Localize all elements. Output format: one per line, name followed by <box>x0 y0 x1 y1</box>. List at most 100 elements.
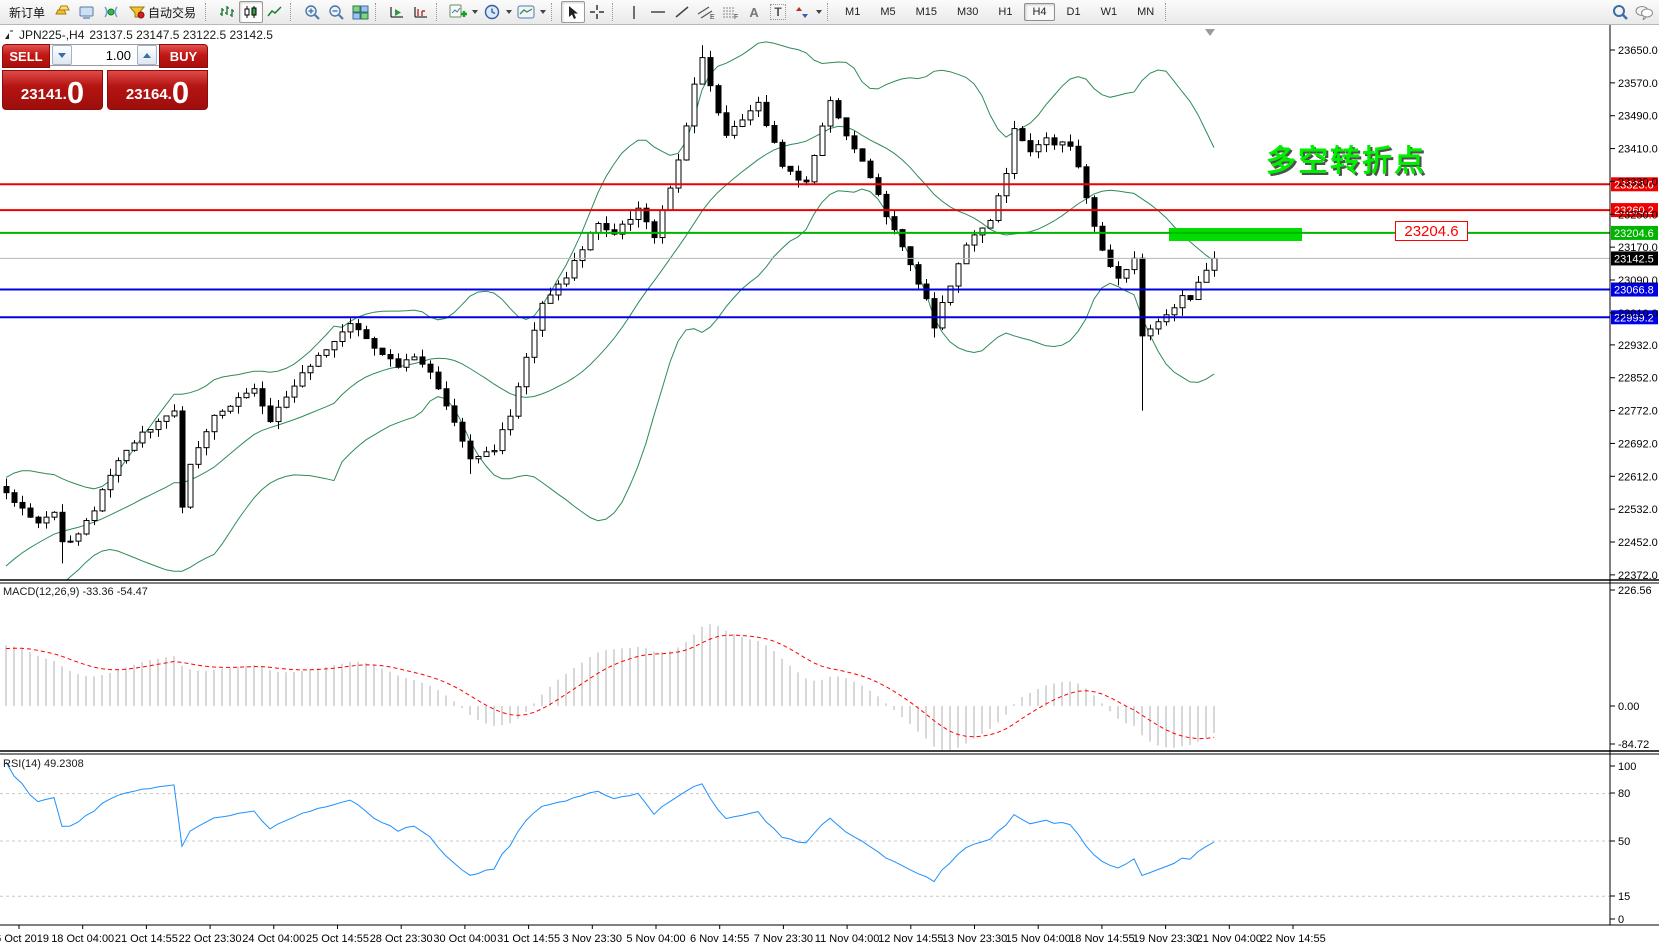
price-level-label-box <box>1611 225 1658 240</box>
time-axis-label: 30 Oct 04:00 <box>433 933 496 945</box>
time-axis-label: 11 Nov 04:00 <box>815 933 880 945</box>
bollinger-lower-band <box>66 188 1215 580</box>
price-tick-label: 22452.0 <box>1618 537 1658 549</box>
timeframe-MN[interactable]: MN <box>1137 6 1155 18</box>
market-watch-icon[interactable] <box>75 1 99 23</box>
time-axis-label: 6 Nov 14:55 <box>690 933 749 945</box>
separator <box>827 3 834 21</box>
timeframe-D1[interactable]: D1 <box>1066 6 1081 18</box>
separator <box>290 3 297 21</box>
bar-chart-mode-icon[interactable] <box>215 1 239 23</box>
cursor-icon[interactable] <box>561 1 586 23</box>
price-level-label: 23204.6 <box>1614 228 1654 240</box>
current-price-label: 23142.5 <box>1614 253 1654 265</box>
rsi-axis-label: 15 <box>1618 891 1630 903</box>
gold-bars-icon[interactable] <box>51 1 75 23</box>
sell-button[interactable]: SELL <box>2 44 50 68</box>
time-axis-label: 31 Oct 14:55 <box>497 933 560 945</box>
chart-shift-marker[interactable] <box>1205 29 1215 36</box>
time-axis-label: 19 Nov 23:30 <box>1133 933 1198 945</box>
rsi-axis-label: 50 <box>1618 836 1630 848</box>
arrows-tool-icon[interactable] <box>790 1 814 23</box>
horizontal-line-tool-icon[interactable] <box>646 1 670 23</box>
price-level-label: 23260.2 <box>1614 205 1654 217</box>
buy-price-small: 23164. <box>125 86 172 103</box>
time-axis-label: 13 Nov 23:30 <box>942 933 1007 945</box>
chart-step-icon[interactable] <box>409 1 433 23</box>
fibonacci-tool-icon[interactable]: F <box>718 1 742 23</box>
crosshair-icon[interactable] <box>585 1 609 23</box>
time-axis-label: 16 Oct 2019 <box>0 933 49 945</box>
zoom-out-icon[interactable] <box>324 1 348 23</box>
one-click-trading-panel: SELL 1.00 BUY 23141. 0 23164. 0 <box>2 44 208 110</box>
timeframe-H1[interactable]: H1 <box>998 6 1013 18</box>
time-axis-label: 18 Oct 04:00 <box>51 933 114 945</box>
timeframe-W1[interactable]: W1 <box>1100 6 1118 18</box>
price-tick-label: 23410.0 <box>1618 144 1658 156</box>
price-tick-label: 23010.0 <box>1618 308 1658 320</box>
toolbar: 新订单 自动交易 <box>0 0 1659 25</box>
rsi-axis-label: 100 <box>1618 761 1636 773</box>
time-axis-label: 28 Oct 23:30 <box>370 933 433 945</box>
buy-price[interactable]: 23164. 0 <box>107 70 208 110</box>
search-icon[interactable] <box>1608 1 1632 23</box>
period-clock-icon[interactable] <box>480 1 504 23</box>
rsi-axis-label: 80 <box>1618 788 1630 800</box>
timeframe-H4[interactable]: H4 <box>1024 3 1055 21</box>
price-callout-box[interactable]: 23204.6 <box>1395 221 1468 241</box>
arrows-caret[interactable] <box>816 10 823 14</box>
template-icon[interactable] <box>514 1 538 23</box>
price-level-label-box <box>1611 282 1658 297</box>
vertical-line-tool-icon[interactable] <box>622 1 646 23</box>
signal-icon[interactable] <box>99 1 123 23</box>
volume-value[interactable]: 1.00 <box>105 47 131 63</box>
chart-play-icon[interactable] <box>385 1 409 23</box>
volume-increase-button[interactable] <box>137 45 157 65</box>
time-axis-label: 5 Nov 04:00 <box>626 933 685 945</box>
buy-button[interactable]: BUY <box>159 44 208 68</box>
chat-icon[interactable] <box>1632 1 1656 23</box>
chart-annotation-text: 多空转折点 <box>1266 145 1426 178</box>
time-axis-label: 15 Nov 04:00 <box>1005 933 1070 945</box>
price-level-label: 22999.2 <box>1614 312 1654 324</box>
sell-price-big: 0 <box>66 75 85 110</box>
volume-decrease-button[interactable] <box>52 45 72 65</box>
price-tick-label: 22372.0 <box>1618 570 1658 582</box>
time-axis-label: 7 Nov 23:30 <box>754 933 813 945</box>
highlight-zone-bar[interactable] <box>1169 228 1302 241</box>
sell-price[interactable]: 23141. 0 <box>2 70 103 110</box>
chart-canvas[interactable]: 23323.0 23260.2 23204.6 23066.8 22999.2 23142… <box>0 25 1659 947</box>
trendline-tool-icon[interactable] <box>670 1 694 23</box>
zoom-in-icon[interactable] <box>300 1 324 23</box>
price-tick-label: 23250.0 <box>1618 209 1658 221</box>
channel-tool-icon[interactable]: E <box>694 1 718 23</box>
text-label-tool-icon[interactable]: T <box>766 1 790 23</box>
time-axis-label: 12 Nov 14:55 <box>878 933 943 945</box>
rsi-line <box>5 761 1215 883</box>
chart-window[interactable]: 23323.0 23260.2 23204.6 23066.8 22999.2 23142… <box>0 25 1659 947</box>
candlestick-series <box>3 45 1218 564</box>
timeframe-M1[interactable]: M1 <box>845 6 861 18</box>
price-tick-label: 22532.0 <box>1618 504 1658 516</box>
add-indicator-icon[interactable] <box>446 1 470 23</box>
timeframe-M15[interactable]: M15 <box>915 6 937 18</box>
timeframe-M5[interactable]: M5 <box>880 6 896 18</box>
tile-windows-icon[interactable] <box>348 1 372 23</box>
caret-up-icon <box>143 52 151 58</box>
auto-trading-button[interactable]: 自动交易 <box>123 1 202 23</box>
timeframe-M30[interactable]: M30 <box>957 6 979 18</box>
separator <box>612 3 619 21</box>
add-indicator-caret[interactable] <box>472 10 479 14</box>
time-axis-label: 3 Nov 23:30 <box>563 933 622 945</box>
new-order-button[interactable]: 新订单 <box>3 1 51 23</box>
macd-axis-label: 0.00 <box>1618 701 1639 713</box>
line-chart-mode-icon[interactable] <box>263 1 287 23</box>
template-caret[interactable] <box>540 10 547 14</box>
macd-histogram <box>5 624 1215 750</box>
separator <box>436 3 443 21</box>
period-caret[interactable] <box>506 10 513 14</box>
text-tool-icon[interactable]: A <box>742 1 766 23</box>
price-level-label: 23066.8 <box>1614 285 1654 297</box>
candlestick-mode-icon[interactable] <box>239 1 264 23</box>
